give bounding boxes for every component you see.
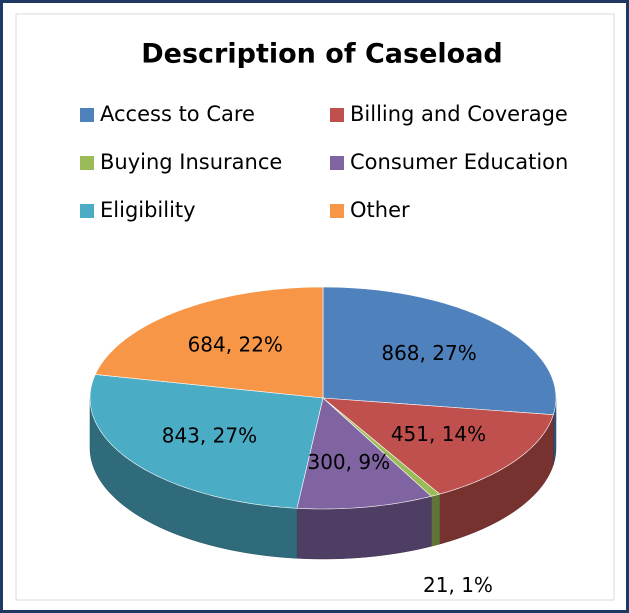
legend-label: Billing and Coverage — [350, 102, 568, 126]
legend-swatch — [80, 204, 94, 218]
legend-swatch — [330, 204, 344, 218]
legend-label: Buying Insurance — [100, 150, 282, 174]
legend-swatch — [330, 108, 344, 122]
data-label: 684, 22% — [188, 333, 283, 357]
slice — [296, 397, 432, 510]
data-label: 451, 14% — [391, 422, 486, 446]
slice — [322, 397, 554, 495]
legend-label: Access to Care — [100, 102, 255, 126]
data-label: 843, 27% — [162, 423, 257, 447]
legend-swatch — [80, 108, 94, 122]
data-label: 868, 27% — [381, 341, 476, 365]
legend-swatch — [80, 156, 94, 170]
slice — [322, 286, 557, 416]
legend-label: Eligibility — [100, 198, 196, 222]
slice — [89, 374, 324, 509]
data-label: 300, 9% — [307, 450, 390, 474]
slice-side — [430, 493, 440, 547]
legend-label: Consumer Education — [350, 150, 568, 174]
slice — [94, 286, 324, 399]
data-label: 21, 1% — [423, 573, 493, 597]
legend-swatch — [330, 156, 344, 170]
chart-title: Description of Caseload — [141, 39, 503, 70]
legend-label: Other — [350, 198, 410, 222]
